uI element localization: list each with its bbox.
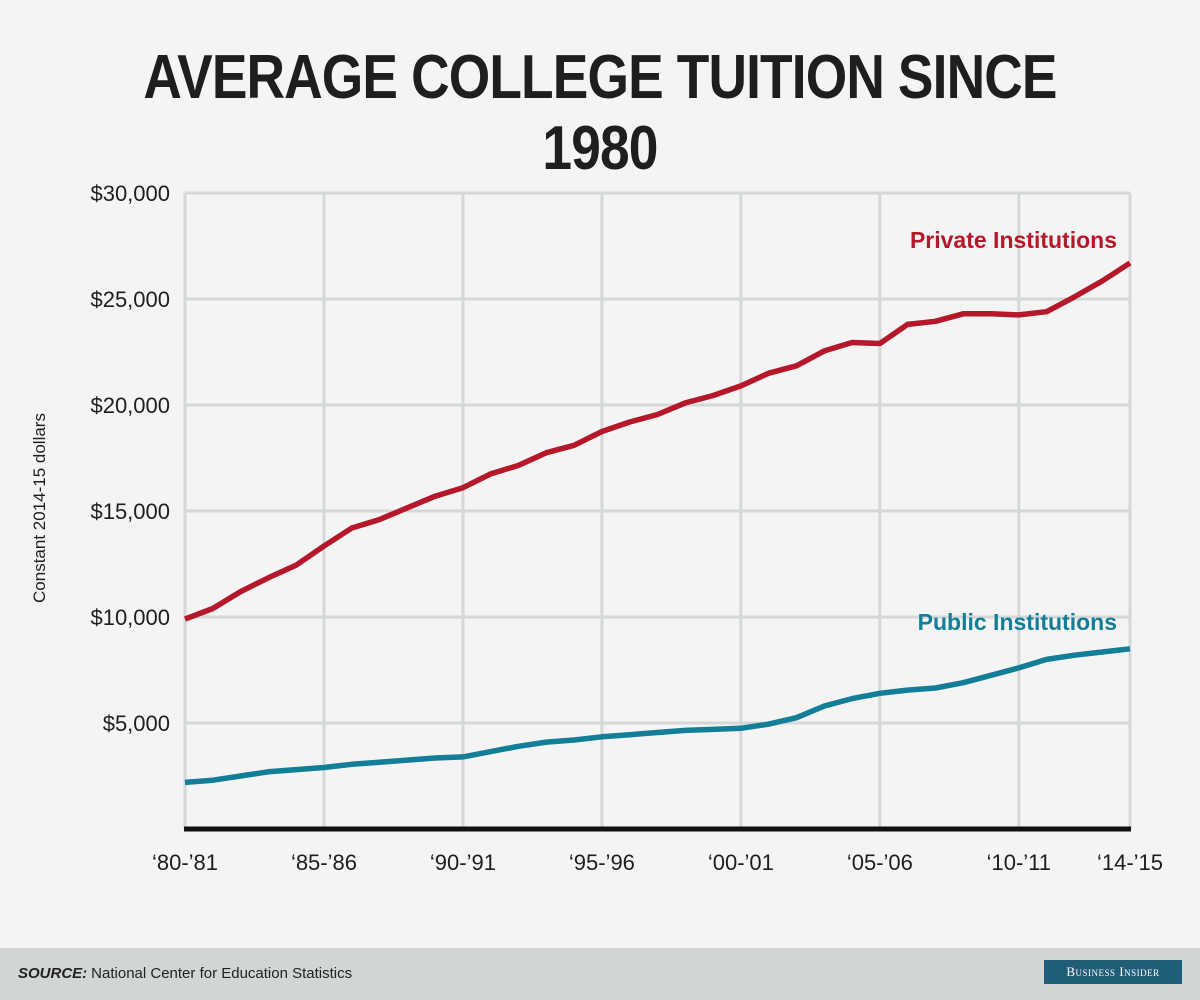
- data-point: [460, 485, 465, 490]
- chart-title: AVERAGE COLLEGE TUITION SINCE 1980: [143, 43, 1057, 183]
- data-point: [794, 715, 799, 720]
- data-point: [183, 617, 188, 622]
- series-label-private: Private Institutions: [910, 227, 1117, 253]
- y-tick-label: $15,000: [90, 499, 170, 524]
- data-point: [794, 363, 799, 368]
- data-point: [627, 732, 632, 737]
- business-insider-logo: Business Insider: [1044, 960, 1182, 984]
- data-point: [738, 383, 743, 388]
- data-point: [822, 348, 827, 353]
- source-note: SOURCE: National Center for Education Sta…: [18, 965, 352, 982]
- data-point: [655, 412, 660, 417]
- data-point: [1100, 278, 1105, 283]
- data-point: [989, 311, 994, 316]
- data-point: [1016, 312, 1021, 317]
- data-point: [349, 762, 354, 767]
- data-point: [822, 704, 827, 709]
- data-point: [877, 341, 882, 346]
- data-point: [572, 737, 577, 742]
- data-point: [1044, 309, 1049, 314]
- data-point: [961, 680, 966, 685]
- gridlines: [183, 191, 1132, 832]
- data-point: [405, 758, 410, 763]
- data-point: [961, 311, 966, 316]
- data-point: [599, 734, 604, 739]
- y-tick-label: $10,000: [90, 605, 170, 630]
- data-point: [627, 419, 632, 424]
- data-point: [766, 722, 771, 727]
- data-point: [683, 728, 688, 733]
- data-point: [1100, 649, 1105, 654]
- data-point: [321, 543, 326, 548]
- data-point: [488, 749, 493, 754]
- y-tick-label: $5,000: [103, 711, 170, 736]
- data-point: [683, 400, 688, 405]
- data-point: [294, 563, 299, 568]
- x-tick-label: ‘00-’01: [708, 850, 774, 875]
- series-line-private: [184, 260, 1132, 622]
- data-point: [210, 606, 215, 611]
- data-point: [321, 765, 326, 770]
- x-tick-label: ‘10-’11: [987, 850, 1051, 875]
- data-point: [877, 691, 882, 696]
- data-point: [989, 673, 994, 678]
- data-point: [488, 471, 493, 476]
- data-point: [516, 463, 521, 468]
- line-chart: $5,000 $10,000 $15,000 $20,000 $25,000 $30,00…: [90, 181, 1163, 875]
- data-point: [850, 340, 855, 345]
- data-point: [850, 696, 855, 701]
- data-point: [266, 769, 271, 774]
- y-tick-label: $20,000: [90, 393, 170, 418]
- data-point: [711, 727, 716, 732]
- data-point: [1072, 653, 1077, 658]
- y-axis-label: Constant 2014-15 dollars: [30, 413, 49, 603]
- data-point: [905, 322, 910, 327]
- data-point: [1128, 646, 1133, 651]
- data-point: [210, 778, 215, 783]
- data-point: [516, 744, 521, 749]
- data-point: [905, 688, 910, 693]
- footer-bar: SOURCE: National Center for Education Sta…: [0, 948, 1200, 1000]
- data-point: [711, 393, 716, 398]
- data-point: [377, 517, 382, 522]
- x-tick-label: ‘85-’86: [291, 850, 357, 875]
- data-point: [349, 525, 354, 530]
- data-point: [766, 371, 771, 376]
- data-point: [433, 755, 438, 760]
- data-point: [266, 575, 271, 580]
- x-tick-label: ‘90-’91: [430, 850, 496, 875]
- x-tick-label: ‘14-’15: [1097, 850, 1163, 875]
- data-point: [1128, 260, 1133, 265]
- data-point: [460, 754, 465, 759]
- data-point: [294, 767, 299, 772]
- data-point: [377, 760, 382, 765]
- data-point: [544, 450, 549, 455]
- data-point: [433, 494, 438, 499]
- data-point: [1044, 657, 1049, 662]
- data-point: [933, 319, 938, 324]
- data-point: [238, 589, 243, 594]
- data-point: [1016, 665, 1021, 670]
- data-point: [183, 780, 188, 785]
- source-label: SOURCE:: [18, 965, 88, 982]
- y-tick-label: $25,000: [90, 287, 170, 312]
- y-tick-label: $30,000: [90, 181, 170, 206]
- x-tick-label: ‘05-’06: [847, 850, 913, 875]
- tick-labels: $5,000 $10,000 $15,000 $20,000 $25,000 $30,00…: [90, 181, 1163, 875]
- series-line-public: [184, 646, 1131, 786]
- data-point: [1072, 294, 1077, 299]
- series-lines: [183, 260, 1133, 786]
- source-text: National Center for Education Statistics: [91, 965, 353, 982]
- series-label-public: Public Institutions: [918, 609, 1117, 635]
- data-point: [405, 505, 410, 510]
- data-point: [572, 443, 577, 448]
- x-tick-label: ‘95-’96: [569, 850, 635, 875]
- x-tick-label: ‘80-’81: [152, 850, 218, 875]
- data-point: [933, 686, 938, 691]
- data-point: [544, 740, 549, 745]
- data-point: [238, 774, 243, 779]
- data-point: [738, 726, 743, 731]
- data-point: [599, 429, 604, 434]
- data-point: [655, 730, 660, 735]
